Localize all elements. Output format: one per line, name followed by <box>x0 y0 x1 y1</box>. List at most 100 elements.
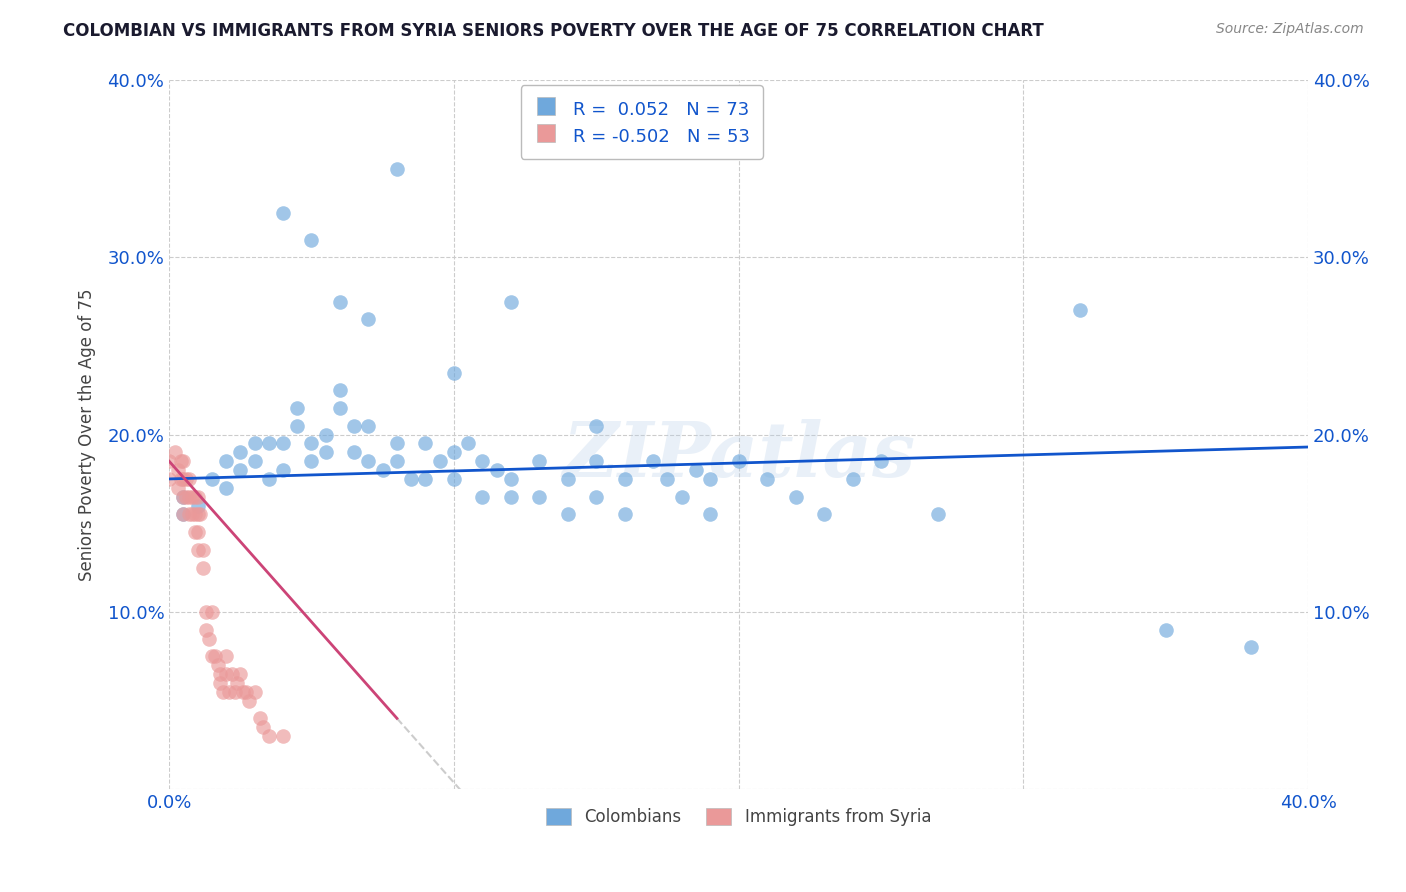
Point <box>235 684 257 698</box>
Point <box>157 454 180 468</box>
Point <box>385 436 408 450</box>
Point <box>471 490 494 504</box>
Point <box>174 472 197 486</box>
Point <box>174 490 197 504</box>
Point <box>329 294 352 309</box>
Point <box>163 445 186 459</box>
Point <box>685 463 707 477</box>
Point <box>172 490 194 504</box>
Point <box>499 472 522 486</box>
Point <box>201 472 224 486</box>
Point <box>166 463 188 477</box>
Point <box>187 499 209 513</box>
Point <box>301 454 323 468</box>
Point <box>226 676 249 690</box>
Point <box>243 436 266 450</box>
Point <box>343 445 366 459</box>
Y-axis label: Seniors Poverty Over the Age of 75: Seniors Poverty Over the Age of 75 <box>79 288 96 581</box>
Point <box>529 490 551 504</box>
Point <box>415 472 437 486</box>
Point <box>457 436 479 450</box>
Point <box>301 233 323 247</box>
Point <box>252 720 274 734</box>
Point <box>209 676 232 690</box>
Point <box>238 693 260 707</box>
Point <box>184 525 207 540</box>
Point <box>357 418 380 433</box>
Point <box>169 454 191 468</box>
Point <box>177 472 200 486</box>
Point <box>271 463 294 477</box>
Legend: Colombians, Immigrants from Syria: Colombians, Immigrants from Syria <box>537 799 939 834</box>
Point <box>172 508 194 522</box>
Point <box>166 481 188 495</box>
Point <box>172 472 194 486</box>
Point <box>212 684 235 698</box>
Point <box>218 684 240 698</box>
Point <box>201 605 224 619</box>
Point <box>184 490 207 504</box>
Point <box>285 418 308 433</box>
Point <box>180 490 202 504</box>
Point <box>243 454 266 468</box>
Point <box>198 632 221 646</box>
Point <box>613 472 636 486</box>
Point <box>813 508 835 522</box>
Point <box>529 454 551 468</box>
Point <box>585 418 607 433</box>
Point <box>385 161 408 176</box>
Point <box>585 454 607 468</box>
Text: Source: ZipAtlas.com: Source: ZipAtlas.com <box>1216 22 1364 37</box>
Point <box>257 472 280 486</box>
Point <box>187 525 209 540</box>
Point <box>443 472 465 486</box>
Point <box>215 667 238 681</box>
Point <box>257 436 280 450</box>
Point <box>699 508 721 522</box>
Point <box>870 454 893 468</box>
Point <box>357 312 380 326</box>
Point <box>1240 640 1263 655</box>
Point <box>204 649 226 664</box>
Point <box>187 508 209 522</box>
Point <box>195 623 218 637</box>
Point <box>499 490 522 504</box>
Point <box>399 472 422 486</box>
Point <box>157 472 180 486</box>
Point <box>193 542 215 557</box>
Point <box>187 490 209 504</box>
Point <box>172 508 194 522</box>
Point <box>215 454 238 468</box>
Point <box>613 508 636 522</box>
Point <box>177 508 200 522</box>
Point <box>343 418 366 433</box>
Point <box>172 454 194 468</box>
Point <box>184 508 207 522</box>
Point <box>224 684 246 698</box>
Point <box>229 463 252 477</box>
Point <box>643 454 665 468</box>
Point <box>315 427 337 442</box>
Point <box>215 649 238 664</box>
Point <box>285 401 308 415</box>
Point <box>585 490 607 504</box>
Point <box>499 294 522 309</box>
Point <box>385 454 408 468</box>
Point <box>201 649 224 664</box>
Point <box>471 454 494 468</box>
Point <box>315 445 337 459</box>
Point <box>169 472 191 486</box>
Point <box>371 463 394 477</box>
Point <box>415 436 437 450</box>
Point <box>187 542 209 557</box>
Point <box>785 490 807 504</box>
Point <box>443 366 465 380</box>
Point <box>221 667 243 681</box>
Point <box>271 206 294 220</box>
Text: COLOMBIAN VS IMMIGRANTS FROM SYRIA SENIORS POVERTY OVER THE AGE OF 75 CORRELATIO: COLOMBIAN VS IMMIGRANTS FROM SYRIA SENIO… <box>63 22 1045 40</box>
Point <box>249 711 271 725</box>
Point <box>329 384 352 398</box>
Point <box>180 508 202 522</box>
Point <box>557 508 579 522</box>
Point <box>329 401 352 415</box>
